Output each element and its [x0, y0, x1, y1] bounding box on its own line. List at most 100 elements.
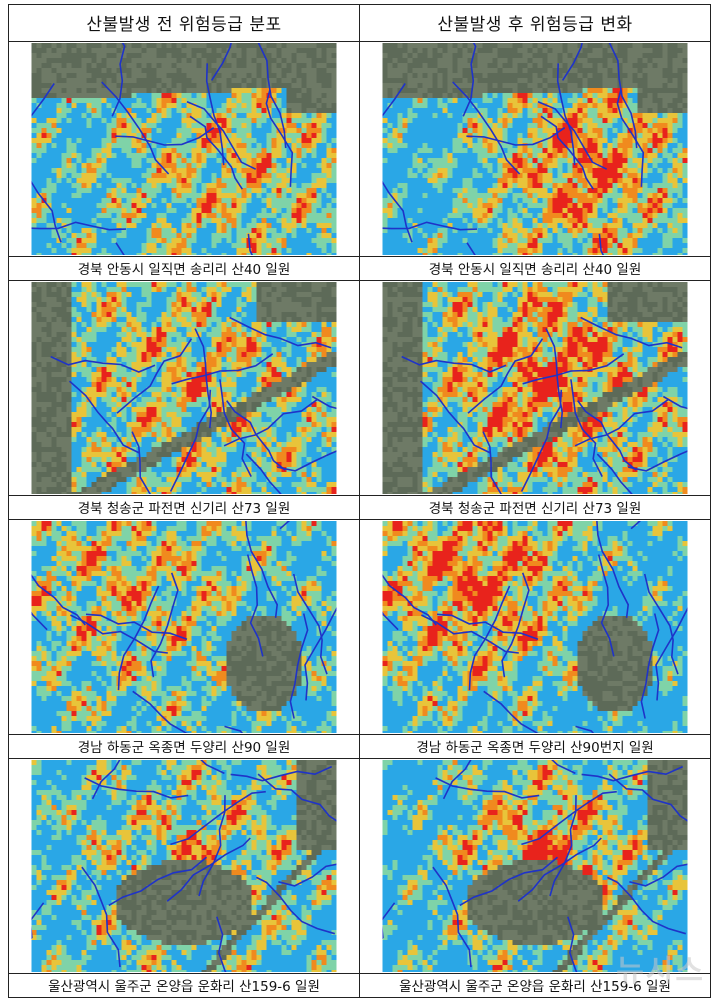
stream-line: [289, 613, 309, 719]
stream-line: [459, 856, 559, 906]
stream-line: [210, 42, 232, 81]
caption-row-4: 울산광역시 울주군 온양읍 운화리 산159-6 일원 울산광역시 울주군 온양…: [8, 972, 711, 999]
stream-line: [246, 554, 264, 657]
stream-line: [421, 614, 519, 654]
stream-line: [574, 398, 670, 447]
caption-row-2: 경북 청송군 파전면 신기리 산73 일원 경북 청송군 파전면 신기리 산73…: [8, 494, 711, 520]
stream-line: [567, 916, 578, 972]
stream-line: [640, 613, 660, 719]
caption-row-1: 경북 안동시 일직면 송리리 산40 일원 경북 안동시 일직면 송리리 산40…: [8, 255, 711, 281]
stream-line: [170, 790, 266, 846]
stream-line: [70, 614, 168, 654]
stream-line: [608, 42, 638, 148]
stream-line: [230, 765, 333, 782]
stream-line: [189, 115, 243, 190]
stream-line: [561, 42, 583, 81]
stream-line: [131, 431, 152, 494]
stream-line: [68, 380, 141, 454]
stream-line: [108, 856, 208, 906]
caption-before-4: 울산광역시 울주군 온양읍 운화리 산159-6 일원: [8, 972, 360, 999]
stream-line: [442, 759, 472, 799]
stream-line: [116, 337, 193, 414]
stream-line: [247, 233, 254, 255]
stream-line: [655, 606, 688, 701]
stream-line: [31, 82, 55, 117]
stream-line: [436, 613, 539, 640]
stream-line: [278, 863, 337, 887]
header-before: 산불발생 전 위험등급 분포: [8, 4, 360, 42]
stream-line: [245, 520, 279, 618]
map-cell-after-3: [359, 518, 711, 735]
map-cell-before-2: [8, 279, 360, 496]
caption-before-2: 경북 청송군 파전면 신기리 산73 일원: [8, 494, 360, 520]
stream-line: [382, 221, 478, 231]
caption-row-3: 경남 하동군 옥종면 두양리 산90 일원 경남 하동군 옥종면 두양리 산90…: [8, 733, 711, 759]
stream-line: [597, 554, 615, 657]
map-row-3: [8, 518, 711, 735]
stream-line: [169, 389, 212, 492]
stream-line: [662, 395, 688, 409]
stream-line: [265, 89, 294, 187]
stream-line: [577, 399, 637, 471]
stream-line: [50, 355, 156, 373]
map-cell-after-1: [359, 40, 711, 257]
stream-line: [521, 790, 617, 846]
risk-map-before-4: [31, 759, 337, 972]
stream-line: [194, 327, 213, 428]
stream-line: [292, 573, 328, 675]
stream-line: [91, 759, 121, 799]
risk-map-after-4: [382, 759, 688, 972]
stream-line: [171, 352, 274, 385]
header-after: 산불발생 후 위험등급 변화: [359, 4, 711, 42]
stream-line: [570, 378, 603, 477]
stream-line: [537, 100, 608, 170]
stream-line: [111, 42, 126, 117]
stream-line: [223, 398, 319, 447]
stream-line: [522, 352, 625, 385]
map-cell-before-4: [8, 757, 360, 974]
stream-line: [311, 395, 337, 409]
caption-after-3: 경남 하동군 옥종면 두양리 산90번지 일원: [359, 733, 711, 759]
header-row: 산불발생 전 위험등급 분포 산불발생 후 위험등급 변화: [8, 4, 711, 42]
stream-line: [545, 327, 564, 428]
comparison-table: 산불발생 전 위험등급 분포 산불발생 후 위험등급 변화 경북 안동시 일직면…: [8, 4, 711, 999]
risk-map-svg: [382, 42, 688, 255]
risk-map-svg: [31, 759, 337, 972]
stream-line: [101, 81, 170, 175]
stream-line: [31, 180, 62, 243]
risk-map-svg: [31, 281, 337, 494]
caption-after-4: 울산광역시 울주군 온양읍 운화리 산159-6 일원: [359, 972, 711, 999]
stream-line: [596, 453, 633, 494]
stream-line: [219, 378, 252, 477]
stream-line: [483, 690, 541, 733]
stream-line: [382, 180, 413, 243]
risk-map-after-1: [382, 42, 688, 255]
stream-line: [575, 725, 595, 733]
caption-before-1: 경북 안동시 일직면 송리리 산40 일원: [8, 255, 360, 281]
map-cell-after-2: [359, 279, 711, 496]
stream-line: [226, 399, 286, 471]
stream-line: [540, 115, 594, 190]
stream-line: [556, 62, 576, 165]
stream-line: [84, 777, 189, 799]
stream-line: [186, 100, 257, 170]
stream-line: [435, 777, 540, 799]
map-row-4: [8, 757, 711, 974]
map-row-2: [8, 279, 711, 496]
risk-map-svg: [382, 520, 688, 733]
map-cell-after-4: [359, 757, 711, 974]
stream-line: [198, 794, 226, 897]
stream-line: [462, 42, 477, 117]
stream-line: [401, 355, 507, 373]
stream-line: [166, 837, 251, 902]
stream-line: [224, 725, 244, 733]
stream-line: [245, 453, 282, 494]
stream-line: [549, 794, 577, 897]
stream-line: [304, 606, 337, 701]
map-cell-before-3: [8, 518, 360, 735]
risk-map-before-3: [31, 520, 337, 733]
stream-line: [580, 316, 683, 349]
stream-line: [466, 126, 566, 146]
stream-line: [608, 773, 688, 822]
